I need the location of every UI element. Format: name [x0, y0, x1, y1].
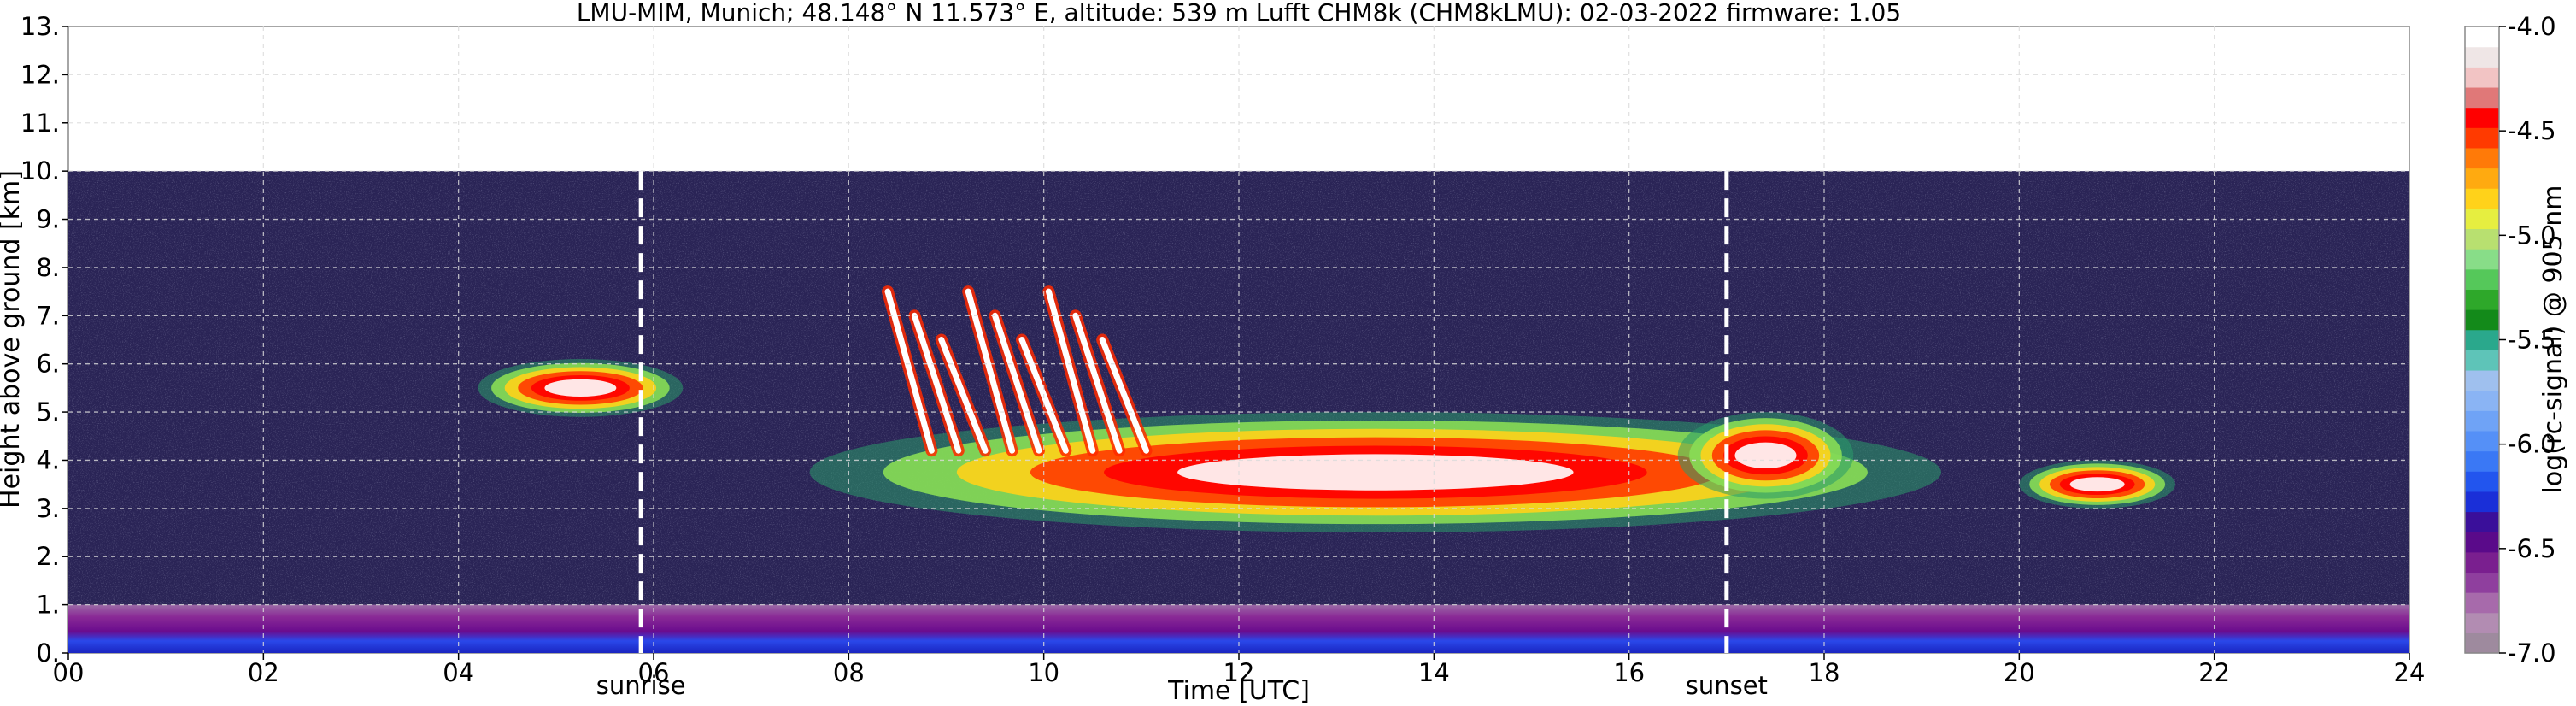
- y-tick-label: 10.: [21, 156, 60, 185]
- x-tick-label: 16: [1613, 658, 1645, 687]
- cloud-layer-3: [1677, 412, 1854, 499]
- x-tick-label: 24: [2394, 658, 2426, 687]
- colorbar-segment: [2465, 491, 2499, 513]
- y-tick-label: 5.: [36, 397, 60, 427]
- cloud-band: [544, 379, 617, 397]
- colorbar-segment: [2465, 228, 2499, 250]
- y-tick-label: 0.: [36, 638, 60, 668]
- colorbar-label: log(rc-signal) @ 905 nm: [2538, 185, 2568, 494]
- colorbar-segment: [2465, 208, 2499, 230]
- fall-streak-core: [1045, 288, 1096, 454]
- colorbar: -4.0 -4.5 -5.0 -5.5 -6.0 -6.5 -7.0: [2464, 12, 2556, 668]
- colorbar-segment: [2465, 289, 2499, 310]
- y-tick-label: 8.: [36, 253, 60, 282]
- y-tick-label: 9.: [36, 205, 60, 234]
- colorbar-segment: [2465, 107, 2499, 128]
- colorbar-tick-label: -4.0: [2508, 12, 2556, 41]
- fall-streak-core: [938, 337, 989, 454]
- colorbar-tick-label: -6.5: [2508, 534, 2556, 563]
- colorbar-segment: [2465, 410, 2499, 432]
- colorbar-segment: [2465, 329, 2499, 350]
- x-axis-ticks: 00 02 04 06 08 10 12 14 16 18 20 22 24: [53, 653, 2426, 687]
- sun-markers: sunrise sunset: [596, 171, 1768, 700]
- fall-streak-core: [965, 288, 1016, 454]
- x-tick-label: 14: [1418, 658, 1450, 687]
- colorbar-segment: [2465, 592, 2499, 614]
- chart-title: LMU-MIM, Munich; 48.148° N 11.573° E, al…: [577, 0, 1901, 26]
- colorbar-segment: [2465, 450, 2499, 472]
- colorbar-segment: [2465, 350, 2499, 371]
- x-tick-label: 08: [833, 658, 865, 687]
- colorbar-tick-label: -5.5: [2508, 326, 2556, 355]
- x-axis-label: Time [UTC]: [1167, 676, 1310, 706]
- colorbar-segment: [2465, 168, 2499, 189]
- cloud-band: [1177, 454, 1574, 491]
- x-tick-label: 10: [1028, 658, 1059, 687]
- y-tick-label: 11.: [21, 109, 60, 138]
- cloud-layer-4: [2019, 460, 2176, 509]
- y-tick-label: 6.: [36, 350, 60, 379]
- x-tick-label: 06: [638, 658, 670, 687]
- colorbar-tick-label: -7.0: [2508, 638, 2556, 668]
- y-tick-label: 1.: [36, 591, 60, 620]
- x-tick-label: 02: [248, 658, 279, 687]
- cloud-band: [2069, 477, 2125, 492]
- colorbar-segment: [2465, 369, 2499, 391]
- colorbar-segment: [2465, 471, 2499, 492]
- colorbar-tick-label: -4.5: [2508, 116, 2556, 145]
- colorbar-segment: [2465, 390, 2499, 411]
- colorbar-segment: [2465, 67, 2499, 88]
- colorbar-segment: [2465, 86, 2499, 109]
- colorbar-segment: [2465, 430, 2499, 452]
- x-tick-label: 22: [2198, 658, 2230, 687]
- cloud-layer-2: [809, 412, 1941, 533]
- colorbar-segment: [2465, 127, 2499, 149]
- fall-streak-core: [992, 312, 1042, 454]
- cloud-band: [1734, 442, 1797, 469]
- x-tick-label: 00: [53, 658, 85, 687]
- y-tick-label: 3.: [36, 494, 60, 523]
- colorbar-segment: [2465, 532, 2499, 553]
- colorbar-segment: [2465, 147, 2499, 169]
- cloud-layer-1: [478, 359, 684, 417]
- y-tick-label: 7.: [36, 301, 60, 330]
- sunrise-label: sunrise: [596, 671, 686, 700]
- colorbar-segment: [2465, 268, 2499, 290]
- colorbar-tick-label: -5.0: [2508, 221, 2556, 250]
- y-axis-ticks: 0. 1. 2. 3. 4. 5. 6. 7. 8. 9. 10. 11. 12. 13.: [21, 12, 68, 668]
- colorbar-segment: [2465, 612, 2499, 633]
- x-tick-label: 18: [1809, 658, 1840, 687]
- colorbar-segment: [2465, 632, 2499, 654]
- sunset-label: sunset: [1686, 671, 1768, 700]
- cloud-features: [478, 285, 2176, 533]
- fall-streak-core: [1072, 312, 1123, 454]
- y-tick-label: 12.: [21, 60, 60, 89]
- colorbar-segment: [2465, 188, 2499, 209]
- x-tick-label: 04: [443, 658, 474, 687]
- colorbar-segment: [2465, 309, 2499, 331]
- y-axis-label: Height above ground [km]: [0, 170, 26, 509]
- colorbar-segment: [2465, 249, 2499, 270]
- y-tick-label: 4.: [36, 445, 60, 474]
- colorbar-segment: [2465, 572, 2499, 593]
- grid-lines: [68, 26, 2409, 653]
- y-tick-label: 13.: [21, 12, 60, 41]
- colorbar-segment: [2465, 46, 2499, 68]
- colorbar-segment: [2465, 26, 2499, 48]
- colorbar-tick-label: -6.0: [2508, 430, 2556, 459]
- colorbar-segment: [2465, 551, 2499, 574]
- x-tick-label: 12: [1223, 658, 1255, 687]
- fall-streak-core: [911, 312, 962, 454]
- y-tick-label: 2.: [36, 542, 60, 571]
- fall-streak-core: [1099, 337, 1150, 454]
- fall-streak-core: [884, 288, 935, 454]
- x-tick-label: 20: [2004, 658, 2035, 687]
- colorbar-segment: [2465, 511, 2499, 532]
- fall-streaks: [882, 285, 1153, 457]
